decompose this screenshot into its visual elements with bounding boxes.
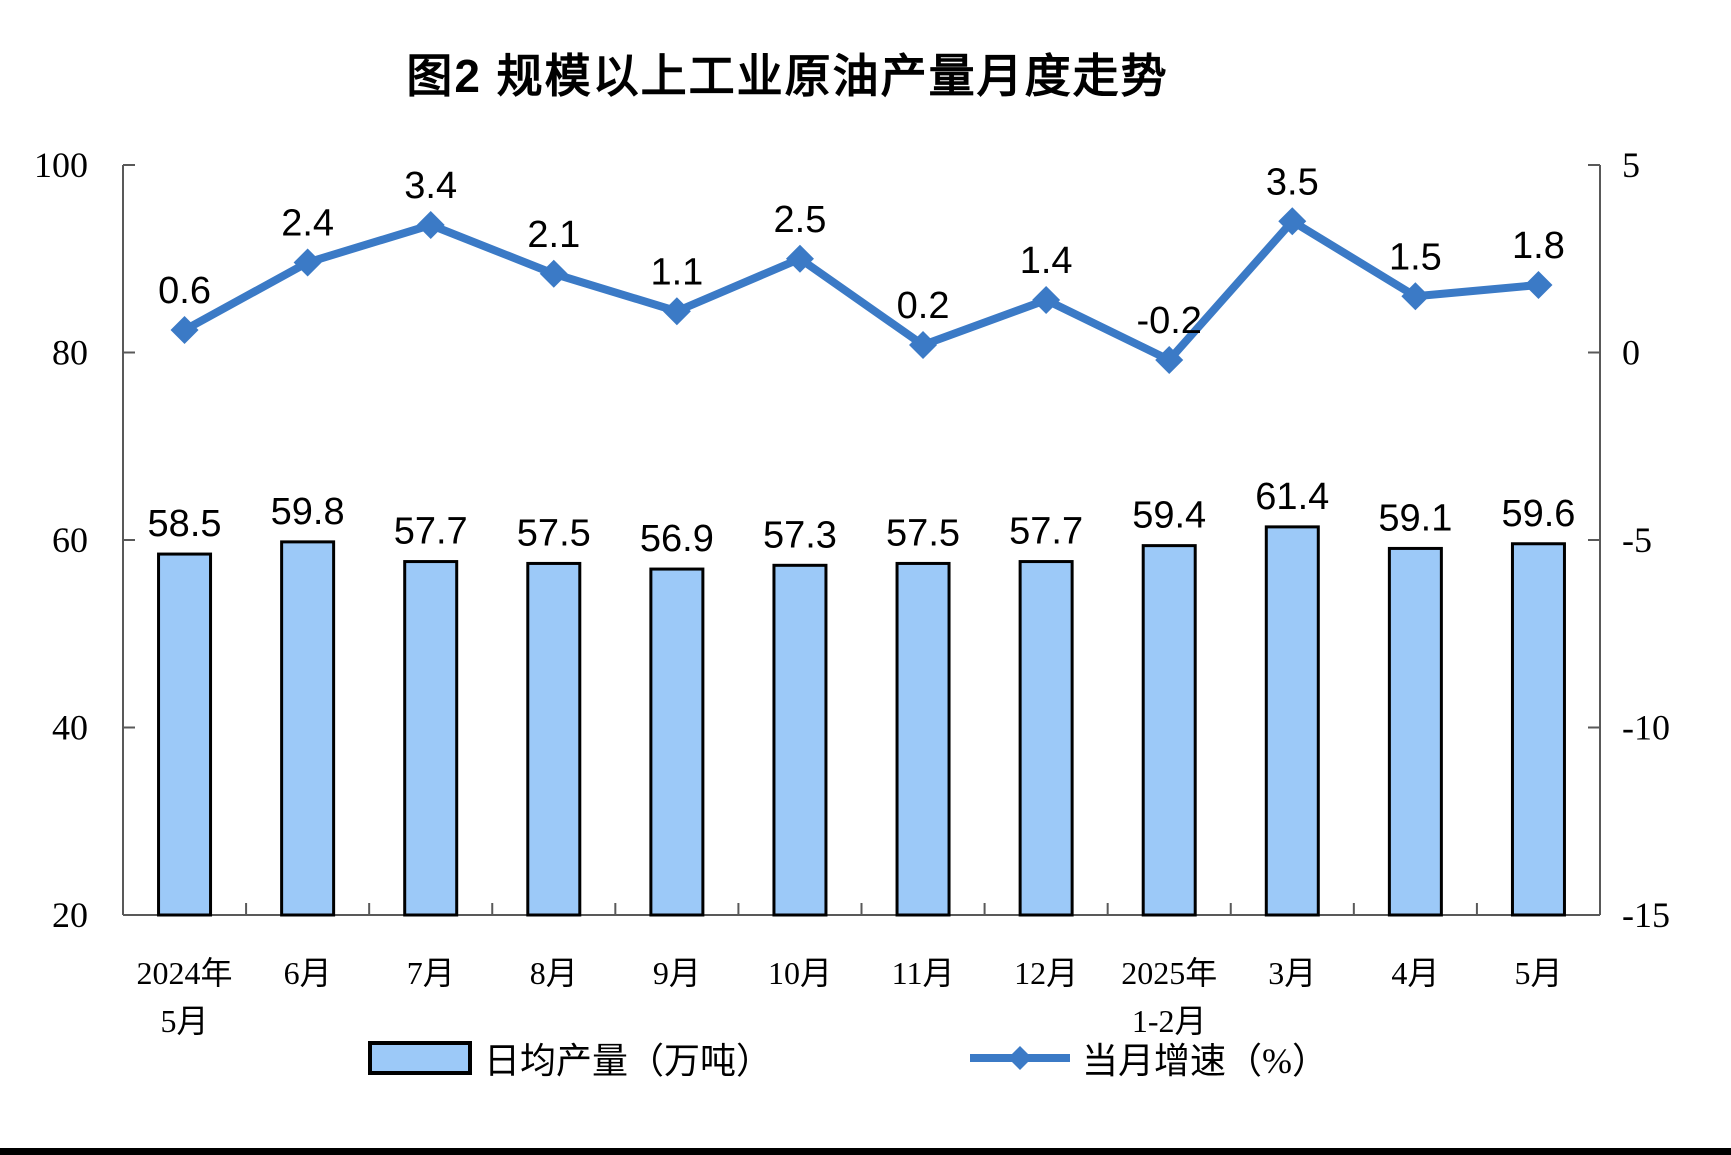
bottom-divider [0, 1148, 1731, 1155]
bar-value-label: 56.9 [640, 518, 714, 560]
category-label: 8月 [530, 955, 578, 991]
legend-item-line-series: 当月增速（%） [968, 1036, 1328, 1081]
right-axis-tick-label: -5 [1622, 520, 1652, 560]
line-value-label: 1.4 [1020, 240, 1073, 282]
line-marker-diamond-icon [785, 244, 814, 273]
bar [1264, 525, 1320, 917]
chart-plot-area: 20 40 60 80 100 -15 -10 -5 0 5 58.5 59.8 57.7 57.5 56.… [34, 145, 1670, 1036]
left-axis-tick-label: 80 [52, 333, 88, 373]
bar [1018, 560, 1074, 917]
category-label: 2025年 1-2月 [1121, 955, 1217, 1036]
bar-value-label: 57.5 [517, 512, 591, 554]
bar [895, 561, 951, 917]
line-value-label: 0.2 [897, 285, 950, 327]
right-axis-tick-label: 0 [1622, 333, 1640, 373]
line-value-label: 1.1 [650, 251, 703, 293]
bar-series-swatch-icon [368, 1041, 472, 1075]
left-axis-tick-label: 100 [34, 145, 88, 185]
line-marker-diamond-icon [539, 259, 568, 288]
line-value-label: 3.4 [404, 165, 457, 207]
line-marker-diamond-icon [662, 297, 691, 326]
bar [526, 561, 582, 917]
left-axis-tick-label: 40 [52, 708, 88, 748]
bar [280, 540, 336, 917]
category-label: 11月 [892, 955, 955, 991]
bar-value-label: 61.4 [1255, 476, 1329, 518]
category-label: 10月 [768, 955, 832, 991]
bar [649, 567, 705, 917]
category-label: 7月 [407, 955, 455, 991]
bar-value-label: 57.7 [394, 511, 468, 553]
legend-line-label: 当月增速（%） [1082, 1041, 1328, 1081]
bar [157, 552, 213, 917]
line-marker-diamond-icon [1524, 271, 1553, 299]
bar-value-label: 59.4 [1132, 495, 1206, 537]
line-marker-diamond-icon [1032, 286, 1061, 314]
left-axis-tick-label: 60 [52, 520, 88, 560]
bar [1510, 542, 1566, 917]
bar-value-label: 57.3 [763, 514, 837, 556]
line-marker-diamond-icon [293, 248, 322, 277]
line-value-label: -0.2 [1136, 300, 1201, 342]
category-label: 4月 [1391, 955, 1439, 991]
bar-value-label: 57.5 [886, 512, 960, 554]
line-value-label: 2.5 [774, 199, 827, 241]
right-axis-tick-label: -10 [1622, 708, 1670, 748]
line-value-label: 0.6 [158, 270, 211, 312]
line-marker-diamond-icon [909, 331, 938, 359]
category-label: 6月 [284, 955, 332, 991]
line-marker-diamond-icon [170, 316, 199, 344]
bar-value-label: 57.7 [1009, 511, 1083, 553]
line-value-label: 2.1 [527, 214, 580, 256]
category-label: 3月 [1268, 955, 1316, 991]
line-marker-diamond-icon [416, 211, 445, 239]
left-axis-tick-label: 20 [52, 895, 88, 935]
line-marker-diamond-icon [1155, 346, 1184, 374]
right-axis-tick-label: -15 [1622, 895, 1670, 935]
line-marker-diamond-icon [1278, 207, 1307, 236]
bar [1141, 544, 1197, 917]
category-label: 12月 [1014, 955, 1078, 991]
line-series-swatch-icon [970, 1046, 1070, 1070]
chart-title: 图2 规模以上工业原油产量月度走势 [406, 50, 1169, 102]
bar [1387, 546, 1443, 917]
bar-value-label: 59.6 [1501, 493, 1575, 535]
right-axis-tick-label: 5 [1622, 145, 1640, 185]
legend-item-bar-series: 日均产量（万吨） [368, 1036, 772, 1081]
line-value-label: 1.8 [1512, 225, 1565, 267]
bar-value-label: 59.8 [271, 491, 345, 533]
category-label: 5月 [1514, 955, 1562, 991]
line-series [180, 217, 1543, 364]
bar [403, 560, 459, 917]
legend-bar-label: 日均产量（万吨） [484, 1041, 773, 1081]
bar-value-label: 59.1 [1378, 497, 1452, 539]
axes [122, 164, 1601, 916]
category-label: 2024年 5月 [137, 955, 233, 1036]
category-label: 9月 [653, 955, 701, 991]
line-value-label: 2.4 [281, 203, 334, 245]
bar-value-label: 58.5 [148, 503, 222, 545]
line-value-label: 1.5 [1389, 236, 1442, 278]
line-marker-diamond-icon [1401, 282, 1430, 311]
line-value-label: 3.5 [1266, 161, 1319, 203]
bar [772, 563, 828, 917]
